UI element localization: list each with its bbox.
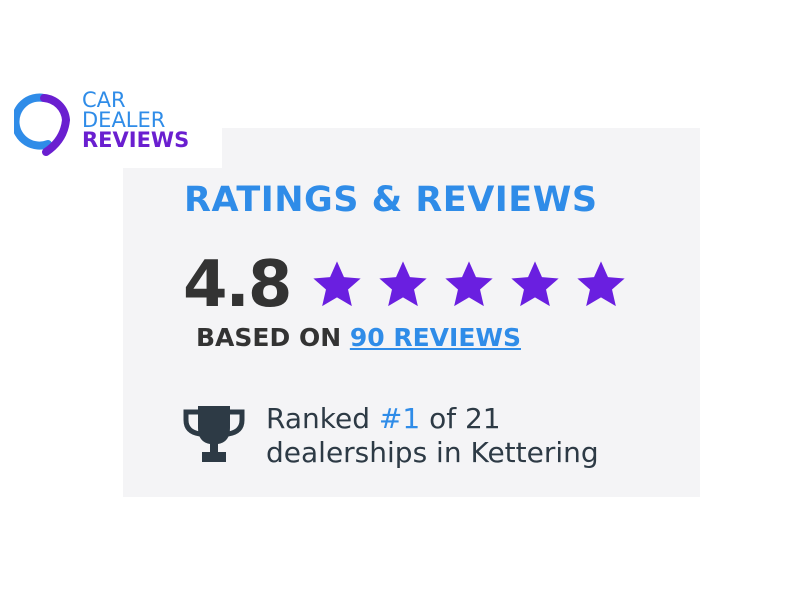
based-on-label: BASED ON	[196, 323, 342, 352]
rank-location: dealerships in Kettering	[266, 436, 599, 469]
star-icon	[379, 261, 427, 307]
based-on-text: BASED ON 90 REVIEWS	[196, 323, 521, 352]
rating-score: 4.8	[183, 248, 292, 322]
reviews-link[interactable]: 90 REVIEWS	[349, 323, 521, 352]
car-dealer-reviews-logo[interactable]: CAR DEALER REVIEWS	[0, 80, 222, 168]
logo-text-dealer: DEALER	[82, 108, 166, 132]
rank-prefix: Ranked	[266, 402, 370, 435]
logo-text-car: CAR	[82, 88, 126, 112]
rank-number: #1	[378, 402, 421, 435]
star-icon	[511, 261, 559, 307]
trophy-icon	[183, 406, 245, 462]
rank-text: Ranked #1 of 21 dealerships in Kettering	[266, 402, 599, 470]
star-icon	[577, 261, 625, 307]
logo-text-reviews: REVIEWS	[82, 128, 190, 152]
star-icon	[445, 261, 493, 307]
star-rating	[310, 258, 628, 312]
logo-mark-icon	[14, 93, 71, 156]
star-icon	[313, 261, 361, 307]
rank-suffix: of 21	[429, 402, 501, 435]
ratings-heading: RATINGS & REVIEWS	[184, 180, 598, 220]
